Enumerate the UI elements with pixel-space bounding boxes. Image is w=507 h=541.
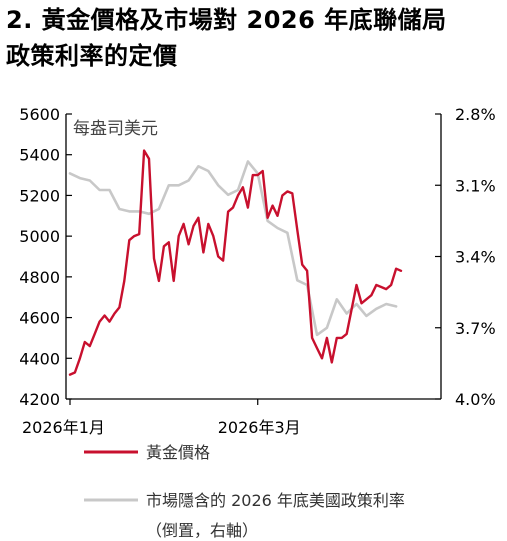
left-y-tick-label: 5000 (19, 227, 60, 246)
left-y-tick-label: 5400 (19, 146, 60, 165)
legend-policy-rate-label: 市場隱含的 2026 年底美國政策利率 (146, 491, 405, 510)
left-y-tick-label: 4800 (19, 268, 60, 287)
chart-axes: 4200 4400 4600 4800 5000 5200 5400 5600 2.8% 3.1%… (19, 105, 495, 437)
left-y-tick-label: 4400 (19, 349, 60, 368)
x-tick-label: 2026年3月 (218, 418, 301, 437)
chart-title-line-2: 政策利率的定價 (6, 42, 178, 70)
right-y-tick-label: 4.0% (455, 390, 496, 409)
chart-title: 2. 黃金價格及市場對 2026 年底聯儲局 政策利率的定價 (6, 2, 504, 74)
left-y-tick-label: 5600 (19, 105, 60, 124)
legend-gold-price-label: 黃金價格 (146, 443, 210, 462)
policy-rate-line (68, 160, 398, 337)
chart-title-line-1: 2. 黃金價格及市場對 2026 年底聯儲局 (6, 6, 447, 34)
right-y-tick-label: 3.4% (455, 248, 496, 267)
left-y-tick-label: 5200 (19, 186, 60, 205)
left-axis-unit-label: 每盎司美元 (73, 119, 158, 139)
left-y-tick-label: 4600 (19, 309, 60, 328)
legend-policy-rate-note: （倒置，右軸） (146, 521, 258, 540)
right-y-tick-label: 2.8% (455, 105, 496, 124)
right-y-tick-label: 3.1% (455, 176, 496, 195)
left-y-tick-label: 4200 (19, 390, 60, 409)
gold-price-line (68, 149, 403, 376)
chart-series (68, 149, 403, 376)
x-tick-label: 2026年1月 (22, 418, 105, 437)
right-y-tick-label: 3.7% (455, 319, 496, 338)
